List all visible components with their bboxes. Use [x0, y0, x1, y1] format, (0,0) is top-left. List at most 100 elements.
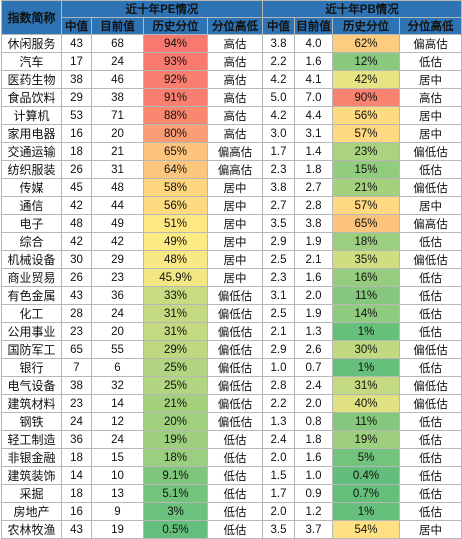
pb-current-cell: 1.9	[294, 304, 334, 323]
pe-current-cell: 14	[91, 394, 144, 413]
pb-current-cell: 4.0	[294, 34, 334, 53]
index-name-cell: 传媒	[1, 178, 62, 197]
pb-median-cell: 2.9	[262, 232, 296, 251]
pe-level-cell: 偏低估	[206, 304, 264, 323]
pb-level-cell: 居中	[399, 106, 462, 125]
pe-percentile-cell: 49%	[143, 232, 208, 251]
pb-level-cell: 低估	[399, 286, 462, 305]
pe-median-cell: 16	[61, 502, 92, 521]
pe-level-cell: 居中	[206, 232, 264, 251]
pe-level-header: 分位高低	[206, 17, 264, 35]
pb-current-cell: 1.4	[294, 142, 334, 161]
pe-current-cell: 44	[91, 196, 144, 215]
pe-median-cell: 42	[61, 196, 92, 215]
pb-level-cell: 低估	[399, 268, 462, 287]
pb-median-cell: 2.3	[262, 160, 296, 179]
pe-percentile-cell: 31%	[143, 304, 208, 323]
pb-current-cell: 7.0	[294, 88, 334, 107]
pb-level-cell: 居中	[399, 70, 462, 89]
pb-median-cell: 5.0	[262, 88, 296, 107]
pb-level-cell: 低估	[399, 466, 462, 485]
pe-current-cell: 42	[91, 232, 144, 251]
table-body: 休闲服务 43 68 94% 高估 3.8 4.0 62% 偏高估 汽车 17 24 93% 高估 2.2 1…	[1, 34, 462, 539]
index-name-cell: 有色金属	[1, 286, 62, 305]
pb-median-cell: 2.1	[262, 322, 296, 341]
pb-percentile-cell: 0.7%	[332, 484, 401, 503]
pb-percentile-cell: 31%	[332, 376, 401, 395]
pe-current-cell: 13	[91, 484, 144, 503]
pb-median-cell: 4.2	[262, 70, 296, 89]
pb-level-cell: 低估	[399, 52, 462, 71]
pe-group-header: 近十年PE情况	[60, 0, 264, 18]
table-row: 建筑材料 23 14 21% 偏低估 2.2 2.0 40% 偏低估	[1, 394, 462, 413]
pe-level-cell: 居中	[206, 196, 264, 215]
pe-current-cell: 24	[91, 304, 144, 323]
table-row: 房地产 16 9 3% 低估 2.0 1.2 1% 低估	[1, 502, 462, 521]
index-name-cell: 食品饮料	[1, 88, 62, 107]
pb-percentile-cell: 30%	[332, 340, 401, 359]
pe-percentile-cell: 65%	[143, 142, 208, 161]
pe-median-cell: 43	[61, 286, 92, 305]
pe-current-cell: 6	[91, 358, 144, 377]
pe-median-cell: 38	[61, 70, 92, 89]
pb-current-cell: 2.4	[294, 376, 334, 395]
pe-percentile-cell: 18%	[143, 448, 208, 467]
pb-level-cell: 低估	[399, 448, 462, 467]
pe-percentile-cell: 80%	[143, 124, 208, 143]
index-name-cell: 综合	[1, 232, 62, 251]
pb-median-cell: 1.7	[262, 484, 296, 503]
pe-median-cell: 30	[61, 250, 92, 269]
pe-percentile-cell: 93%	[143, 52, 208, 71]
pb-percentile-cell: 18%	[332, 232, 401, 251]
pb-current-cell: 1.8	[294, 430, 334, 449]
pb-percentile-cell: 21%	[332, 178, 401, 197]
pe-median-cell: 18	[61, 448, 92, 467]
pb-percentile-header: 历史分位	[332, 17, 401, 35]
pe-current-cell: 19	[91, 520, 144, 539]
table-row: 公用事业 23 20 31% 偏低估 2.1 1.3 1% 低估	[1, 322, 462, 341]
pb-percentile-cell: 62%	[332, 34, 401, 53]
pe-level-cell: 居中	[206, 214, 264, 233]
pe-percentile-cell: 20%	[143, 412, 208, 431]
table-row: 农林牧渔 43 19 0.5% 低估 3.5 3.7 54% 居中	[1, 520, 462, 539]
table-row: 家用电器 16 20 80% 高估 3.0 3.1 57% 居中	[1, 124, 462, 143]
index-name-cell: 医药生物	[1, 70, 62, 89]
pe-current-cell: 31	[91, 160, 144, 179]
pb-level-cell: 偏低估	[399, 250, 462, 269]
pe-median-cell: 36	[61, 430, 92, 449]
pb-level-cell: 低估	[399, 502, 462, 521]
pe-level-cell: 低估	[206, 484, 264, 503]
pb-percentile-cell: 56%	[332, 106, 401, 125]
pb-level-cell: 低估	[399, 484, 462, 503]
pb-percentile-cell: 35%	[332, 250, 401, 269]
index-name-cell: 汽车	[1, 52, 62, 71]
pe-median-cell: 53	[61, 106, 92, 125]
index-name-cell: 房地产	[1, 502, 62, 521]
table-row: 医药生物 38 46 92% 高估 4.2 4.1 42% 居中	[1, 70, 462, 89]
table-row: 银行 7 6 25% 偏低估 1.0 0.7 1% 低估	[1, 358, 462, 377]
pb-current-cell: 1.6	[294, 268, 334, 287]
pb-level-cell: 低估	[399, 322, 462, 341]
pe-current-cell: 20	[91, 124, 144, 143]
index-name-cell: 商业贸易	[1, 268, 62, 287]
pb-median-cell: 1.0	[262, 358, 296, 377]
table-row: 汽车 17 24 93% 高估 2.2 1.6 12% 低估	[1, 52, 462, 71]
pe-median-cell: 16	[61, 124, 92, 143]
pb-median-cell: 2.3	[262, 268, 296, 287]
pe-median-cell: 23	[61, 394, 92, 413]
index-name-cell: 钢铁	[1, 412, 62, 431]
pe-median-cell: 42	[61, 232, 92, 251]
table-row: 计算机 53 71 88% 高估 4.2 4.4 56% 居中	[1, 106, 462, 125]
pb-percentile-cell: 42%	[332, 70, 401, 89]
pe-median-cell: 17	[61, 52, 92, 71]
pe-percentile-cell: 25%	[143, 358, 208, 377]
pe-median-cell: 26	[61, 268, 92, 287]
pe-current-cell: 68	[91, 34, 144, 53]
header-group-row: 指数简称 近十年PE情况 近十年PB情况	[1, 0, 462, 35]
index-name-cell: 非银金融	[1, 448, 62, 467]
index-name-cell: 计算机	[1, 106, 62, 125]
table-row: 钢铁 24 12 20% 偏低估 1.3 0.8 11% 低估	[1, 412, 462, 431]
pe-median-cell: 43	[61, 520, 92, 539]
pb-median-cell: 3.5	[262, 520, 296, 539]
pb-current-cell: 4.1	[294, 70, 334, 89]
